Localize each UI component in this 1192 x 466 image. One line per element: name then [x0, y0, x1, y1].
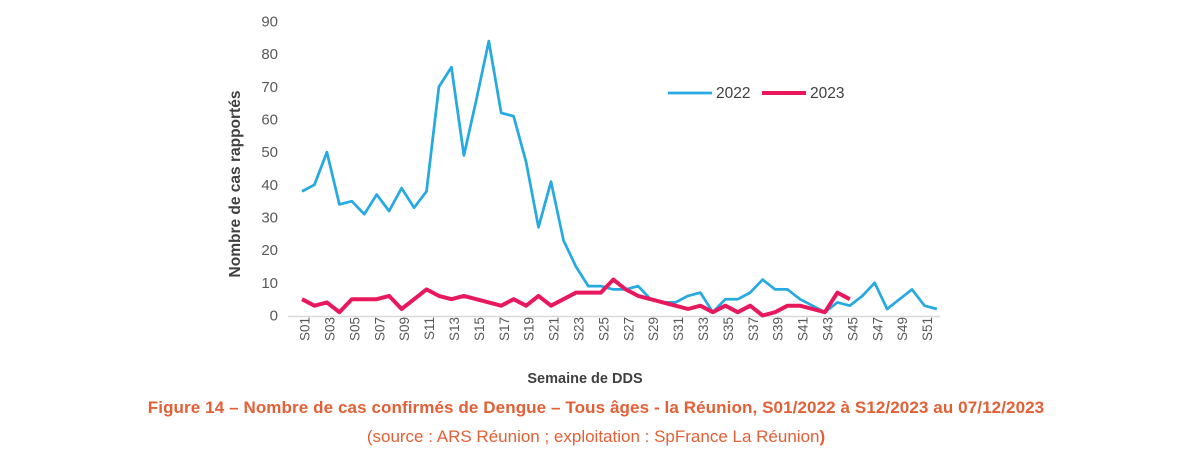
- svg-text:S37: S37: [746, 317, 761, 341]
- svg-text:S33: S33: [696, 317, 711, 341]
- svg-text:S47: S47: [870, 317, 885, 341]
- svg-text:S01: S01: [298, 317, 313, 341]
- svg-text:0: 0: [270, 308, 278, 325]
- series-line-2022: [301, 39, 938, 314]
- svg-text:S17: S17: [497, 317, 512, 341]
- svg-text:S41: S41: [796, 317, 811, 341]
- svg-text:S25: S25: [596, 317, 611, 341]
- svg-text:S51: S51: [920, 317, 935, 341]
- y-axis-title: Nombre de cas rapportés: [227, 91, 244, 278]
- svg-text:10: 10: [261, 275, 278, 292]
- svg-text:S39: S39: [771, 317, 786, 341]
- svg-text:S11: S11: [422, 317, 437, 340]
- svg-text:80: 80: [261, 46, 278, 63]
- svg-text:20: 20: [261, 242, 278, 259]
- svg-text:S49: S49: [895, 317, 910, 341]
- svg-text:S09: S09: [397, 317, 412, 341]
- svg-text:S13: S13: [447, 317, 462, 341]
- x-axis-tick-labels: S01 S03 S05 S07 S09 S11 S13 S15 S17 S19 S21 S23 S25 S…: [298, 317, 936, 341]
- svg-text:S35: S35: [721, 317, 736, 341]
- svg-text:S03: S03: [322, 317, 337, 341]
- svg-text:S05: S05: [347, 317, 362, 341]
- svg-text:S27: S27: [621, 317, 636, 341]
- svg-text:S19: S19: [522, 317, 537, 341]
- svg-text:S31: S31: [671, 317, 686, 341]
- svg-text:60: 60: [261, 111, 278, 128]
- figure-source: (source : ARS Réunion ; exploitation : S…: [0, 427, 1192, 447]
- series-line-2023: [301, 277, 851, 318]
- svg-text:S07: S07: [372, 317, 387, 341]
- svg-text:S23: S23: [571, 317, 586, 341]
- figure-caption: Figure 14 – Nombre de cas confirmés de D…: [147, 398, 1045, 417]
- svg-text:90: 90: [261, 13, 278, 30]
- svg-text:50: 50: [261, 144, 278, 161]
- legend: 2022 2023: [668, 85, 844, 102]
- svg-text:30: 30: [261, 209, 278, 226]
- svg-text:40: 40: [261, 177, 278, 194]
- svg-text:S43: S43: [820, 317, 835, 341]
- svg-text:S45: S45: [845, 317, 860, 341]
- y-axis-tick-labels: 0 10 20 30 40 50 60 70 80 90: [261, 13, 278, 324]
- figure-source-text: (source : ARS Réunion ; exploitation : S…: [366, 427, 820, 446]
- svg-text:S29: S29: [646, 317, 661, 341]
- svg-text:S21: S21: [547, 317, 562, 341]
- legend-label-2022: 2022: [716, 85, 750, 102]
- x-axis-title: Semaine de DDS: [527, 371, 643, 387]
- figure-source-closing-paren: ): [819, 427, 826, 446]
- svg-text:70: 70: [261, 79, 278, 96]
- dengue-line-chart: 0 10 20 30 40 50 60 70 80 90 S01 S03 S05 S07 S09 S11 S13…: [227, 13, 940, 387]
- svg-text:S15: S15: [472, 317, 487, 341]
- legend-label-2023: 2023: [810, 85, 844, 102]
